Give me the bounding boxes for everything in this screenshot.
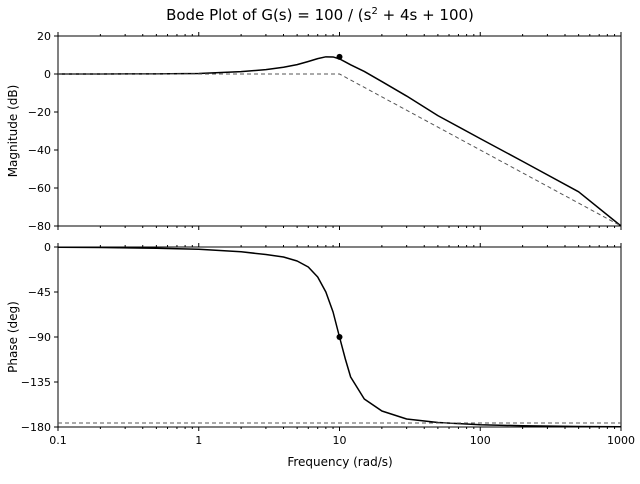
magnitude-axes-frame — [57, 35, 622, 227]
magnitude-asymptote-line — [58, 73, 622, 227]
x-tick-label: 10 — [333, 434, 347, 447]
x-tick-label: 1000 — [607, 434, 635, 447]
x-tick-label: 0.1 — [49, 434, 67, 447]
phase-markers — [336, 334, 343, 340]
magnitude-lines — [57, 56, 622, 227]
magnitude-markers — [336, 53, 343, 60]
phase-y-axis-label: Phase (deg) — [6, 301, 20, 373]
magnitude-response-line — [57, 56, 622, 227]
magnitude-y-tick-label: 20 — [37, 30, 51, 43]
magnitude-y-tick-label: −60 — [28, 182, 51, 195]
phase-y-tick-label: −180 — [21, 421, 51, 434]
magnitude-marker-point — [336, 53, 343, 60]
x-axis-label: Frequency (rad/s) — [287, 455, 392, 469]
magnitude-panel: 20 0 −20 −40 −60 −80 Magnitude (dB) — [6, 30, 622, 233]
magnitude-y-tick-label: 0 — [44, 68, 51, 81]
chart-title-superscript: 2 — [371, 6, 377, 17]
magnitude-y-tick-label: −20 — [28, 106, 51, 119]
magnitude-y-axis-label: Magnitude (dB) — [6, 85, 20, 178]
magnitude-ticks: 20 0 −20 −40 −60 −80 — [28, 30, 622, 233]
magnitude-y-tick-label: −80 — [28, 220, 51, 233]
phase-y-tick-label: −90 — [28, 331, 51, 344]
phase-y-tick-label: −45 — [28, 286, 51, 299]
phase-y-tick-label: −135 — [21, 376, 51, 389]
phase-marker-point — [336, 334, 343, 340]
chart-title-rest: + 4s + 100) — [378, 6, 474, 24]
x-tick-label: 1 — [195, 434, 202, 447]
magnitude-y-tick-label: −40 — [28, 144, 51, 157]
phase-panel: 0 −45 −90 −135 −180 Phase (deg) — [6, 241, 622, 434]
x-axis-ticks: 0.1 1 10 100 1000 — [49, 434, 635, 447]
x-tick-label: 100 — [470, 434, 491, 447]
phase-ticks: 0 −45 −90 −135 −180 — [21, 241, 622, 434]
chart-title-main: Bode Plot of G(s) = 100 / (s — [166, 6, 372, 24]
chart-title: Bode Plot of G(s) = 100 / (s2 + 4s + 100… — [166, 6, 474, 24]
phase-y-tick-label: 0 — [44, 241, 51, 254]
phase-lines — [57, 246, 622, 428]
